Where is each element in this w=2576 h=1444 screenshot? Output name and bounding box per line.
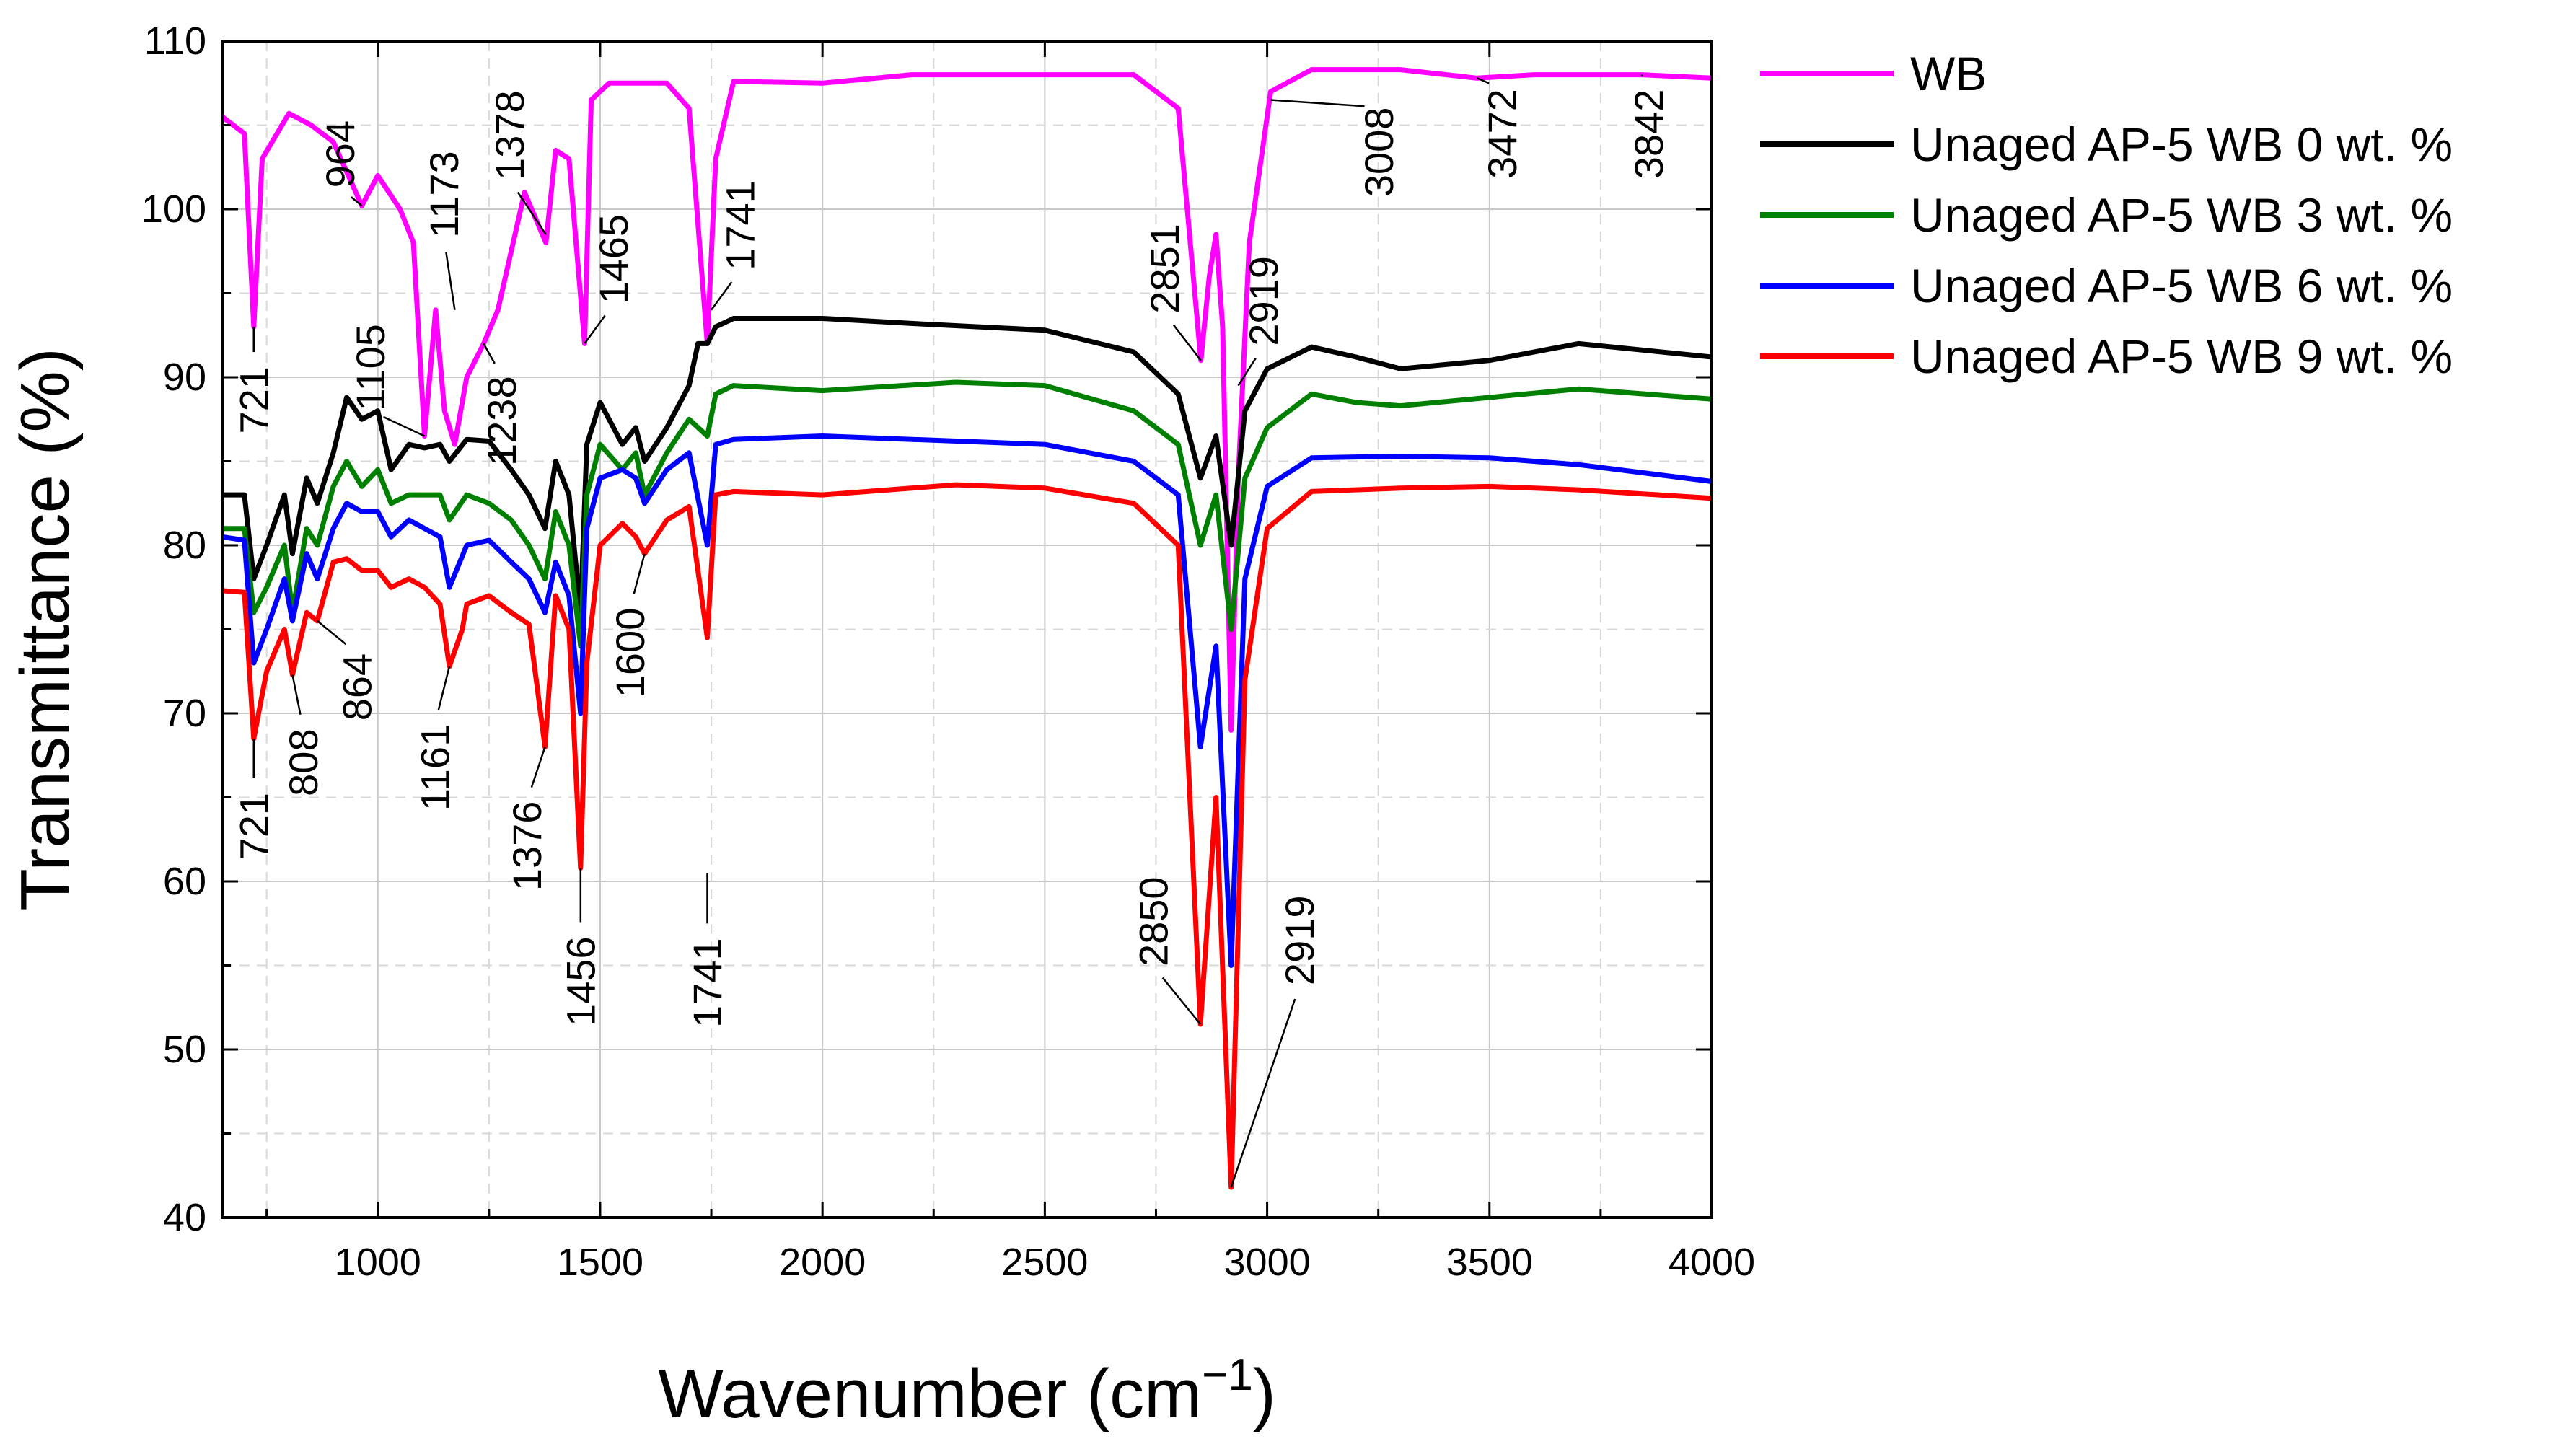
y-tick-label: 80 — [163, 524, 206, 567]
annotation-label: 1456 — [558, 936, 603, 1026]
annotation-label: 964 — [317, 120, 363, 188]
series-line-3 — [221, 433, 1713, 968]
series-line-1 — [222, 316, 1713, 615]
annotation-label: 1173 — [421, 151, 467, 237]
x-axis-title: Wavenumber (cm−1) — [658, 1350, 1276, 1432]
annotation-leader — [633, 553, 646, 594]
annotation-leader — [530, 747, 546, 788]
legend-label-0: WB — [1910, 47, 1987, 100]
x-tick-label: 4000 — [1669, 1241, 1755, 1284]
annotation-label: 1600 — [607, 608, 653, 698]
annotation-leader — [1230, 998, 1296, 1188]
y-tick-label: 110 — [144, 19, 206, 63]
annotation-label: 1105 — [348, 324, 393, 410]
annotation-label: 721 — [231, 793, 276, 860]
annotation-label: 3472 — [1480, 89, 1525, 179]
y-axis-title: Transmittance (%) — [6, 348, 84, 911]
x-tick-label: 2000 — [779, 1241, 866, 1284]
annotation-leader — [351, 196, 363, 207]
annotation-leader — [445, 252, 456, 310]
annotation-label: 2919 — [1241, 256, 1286, 346]
legend-label-3: Unaged AP-5 WB 6 wt. % — [1910, 259, 2453, 312]
annotation-leader — [1172, 324, 1202, 361]
axes-layer: 1000 1500 2000 2500 3000 3500 4000 40 50 60 70 80 90… — [6, 19, 1755, 1432]
annotation-leader — [437, 666, 451, 710]
annotation-label: 2850 — [1131, 876, 1177, 967]
x-axis-title-suffix: ) — [1253, 1355, 1276, 1432]
annotation-leader — [483, 343, 496, 364]
annotation-leader — [291, 674, 302, 716]
x-tick-label: 1500 — [557, 1241, 643, 1284]
y-tick-label: 50 — [163, 1028, 206, 1071]
x-tick-label: 3500 — [1446, 1241, 1533, 1284]
annotation-leader — [1237, 357, 1257, 387]
annotation-leader — [1161, 977, 1202, 1025]
annotation-layer: 721 964 1105 1173 1238 1378 1465 1741 2851 2919 30… — [231, 74, 1671, 1188]
y-tick-label: 40 — [163, 1196, 206, 1239]
annotation-label: 1376 — [504, 801, 550, 892]
annotation-label: 3842 — [1626, 89, 1671, 180]
annotation-label: 808 — [281, 728, 326, 796]
annotation-leader — [584, 314, 606, 345]
annotation-label: 1741 — [685, 938, 730, 1028]
annotation-leader — [383, 415, 425, 437]
x-tick-label: 3000 — [1224, 1241, 1311, 1284]
series-line-2 — [222, 379, 1713, 649]
y-tick-label: 100 — [141, 188, 206, 231]
y-tick-label: 90 — [163, 356, 206, 399]
x-axis-title-main: Wavenumber (cm — [658, 1355, 1202, 1432]
y-tick-label: 60 — [163, 860, 206, 903]
legend-label-1: Unaged AP-5 WB 0 wt. % — [1910, 118, 2453, 171]
annotation-leader — [317, 620, 347, 646]
annotation-label: 1741 — [718, 180, 763, 270]
annotation-leader — [1477, 77, 1490, 84]
annotation-label: 1238 — [479, 376, 524, 466]
annotation-label: 721 — [231, 366, 276, 433]
annotation-leader — [711, 281, 733, 311]
annotation-label: 1161 — [412, 724, 457, 811]
legend-label-4: Unaged AP-5 WB 9 wt. % — [1910, 330, 2453, 383]
annotation-leader — [1640, 74, 1643, 77]
series-line-4 — [221, 482, 1713, 1190]
x-tick-label: 1000 — [335, 1241, 421, 1284]
x-tick-label: 2500 — [1001, 1241, 1088, 1284]
annotation-label: 2851 — [1142, 224, 1187, 314]
annotation-label: 1378 — [487, 90, 532, 180]
x-axis-title-superscript: −1 — [1202, 1350, 1253, 1400]
legend-label-2: Unaged AP-5 WB 3 wt. % — [1910, 188, 2453, 242]
grid-layer — [222, 41, 1712, 1218]
annotation-label: 1465 — [591, 214, 636, 304]
annotation-label: 864 — [334, 653, 379, 721]
legend: WB Unaged AP-5 WB 0 wt. % Unaged AP-5 WB 3… — [1760, 47, 2453, 383]
annotation-leader — [1270, 99, 1365, 107]
annotation-label: 2919 — [1277, 895, 1322, 985]
y-tick-label: 70 — [163, 692, 206, 735]
annotation-leader — [516, 191, 547, 235]
annotation-label: 3008 — [1356, 107, 1402, 198]
